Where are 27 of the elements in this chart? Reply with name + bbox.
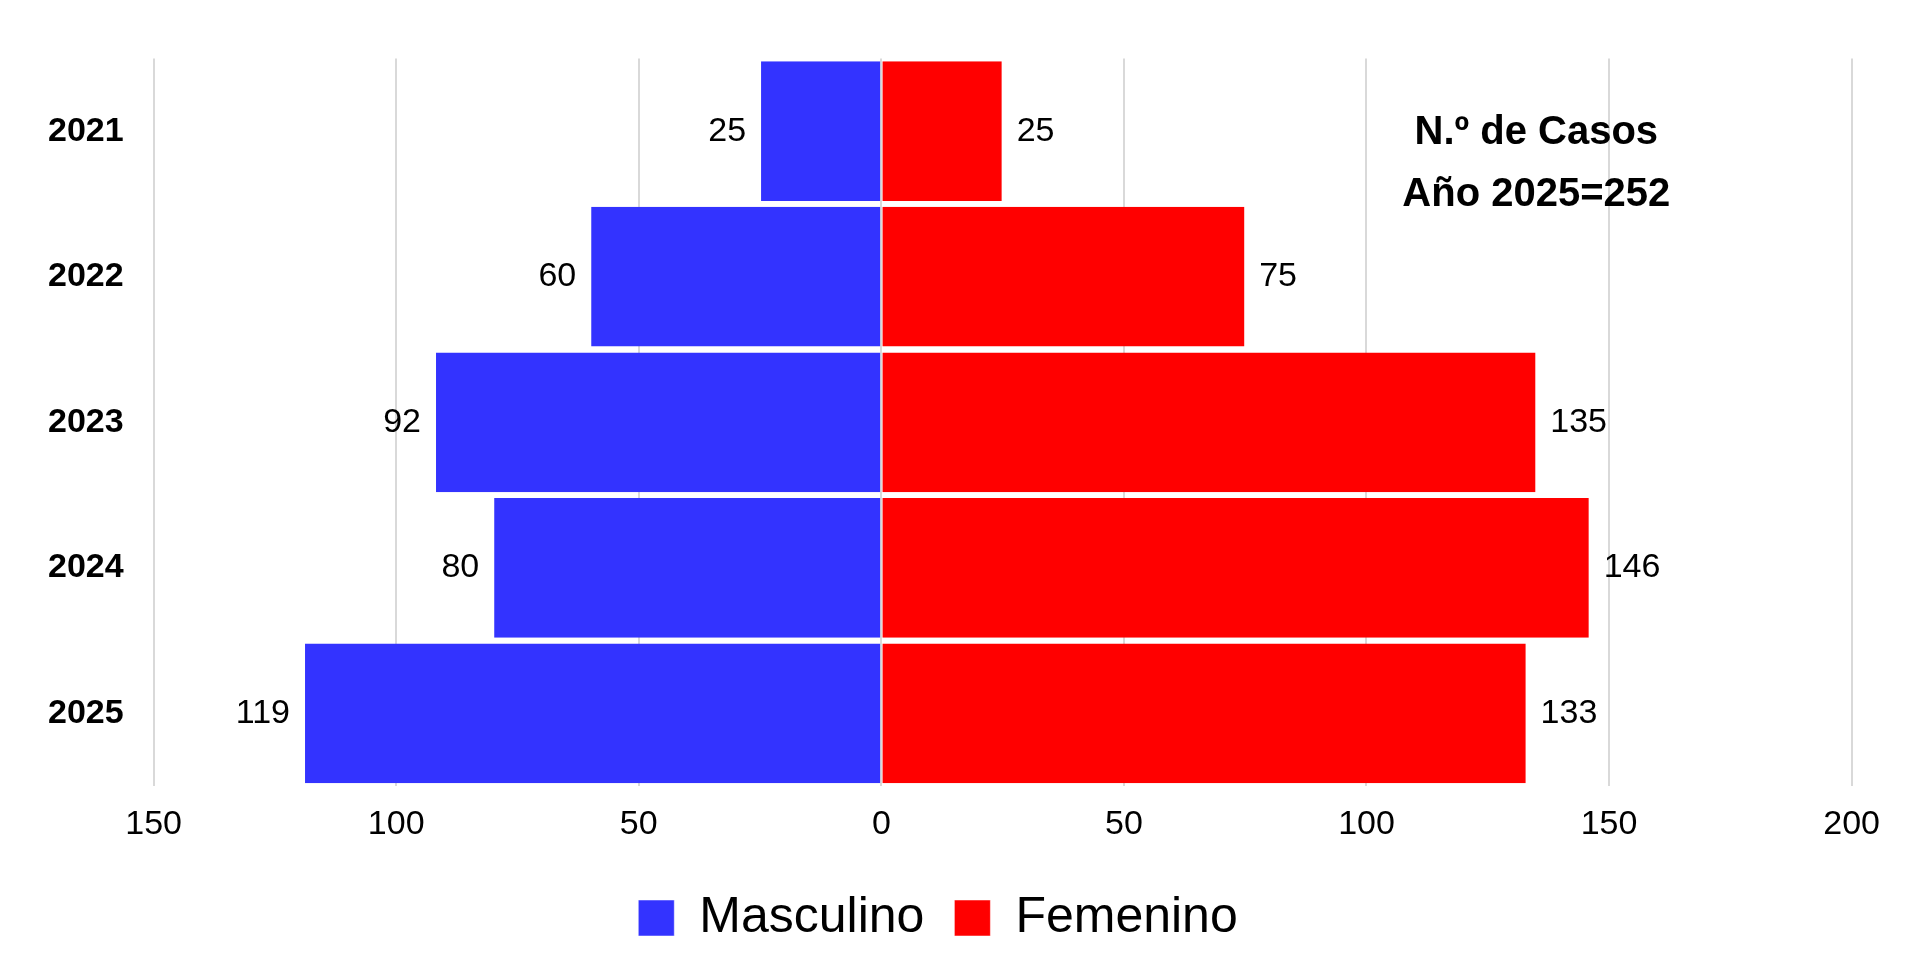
- x-tick-label: 100: [1338, 802, 1395, 841]
- x-tick-label: 100: [367, 802, 425, 841]
- data-label: 92: [383, 400, 422, 439]
- data-label: 25: [1016, 109, 1055, 148]
- legend-label: Femenino: [1015, 886, 1238, 943]
- y-tick-label: 2023: [48, 400, 124, 439]
- x-tick-label: 50: [619, 802, 658, 841]
- x-tick-label: 150: [1580, 802, 1638, 841]
- data-label: 133: [1540, 691, 1598, 730]
- y-tick-label: 2022: [48, 255, 124, 294]
- x-tick-label: 0: [871, 802, 891, 841]
- data-label: 146: [1603, 546, 1661, 585]
- y-tick-label: 2021: [48, 109, 124, 148]
- data-label: 25: [708, 109, 747, 148]
- x-tick-label: 150: [125, 802, 182, 841]
- data-label: 75: [1259, 255, 1298, 294]
- annotation: N.º de Casos: [1414, 108, 1659, 153]
- y-tick-label: 2024: [48, 546, 124, 585]
- x-tick-label: 50: [1105, 802, 1143, 841]
- data-label: 60: [538, 255, 577, 294]
- data-label: 80: [441, 546, 480, 585]
- legend-label: Masculino: [699, 886, 925, 943]
- data-label: 135: [1550, 400, 1608, 439]
- annotation: Año 2025=252: [1402, 170, 1671, 215]
- y-tick-label: 2025: [48, 691, 124, 730]
- x-tick-label: 200: [1823, 802, 1880, 841]
- data-label: 119: [235, 691, 291, 730]
